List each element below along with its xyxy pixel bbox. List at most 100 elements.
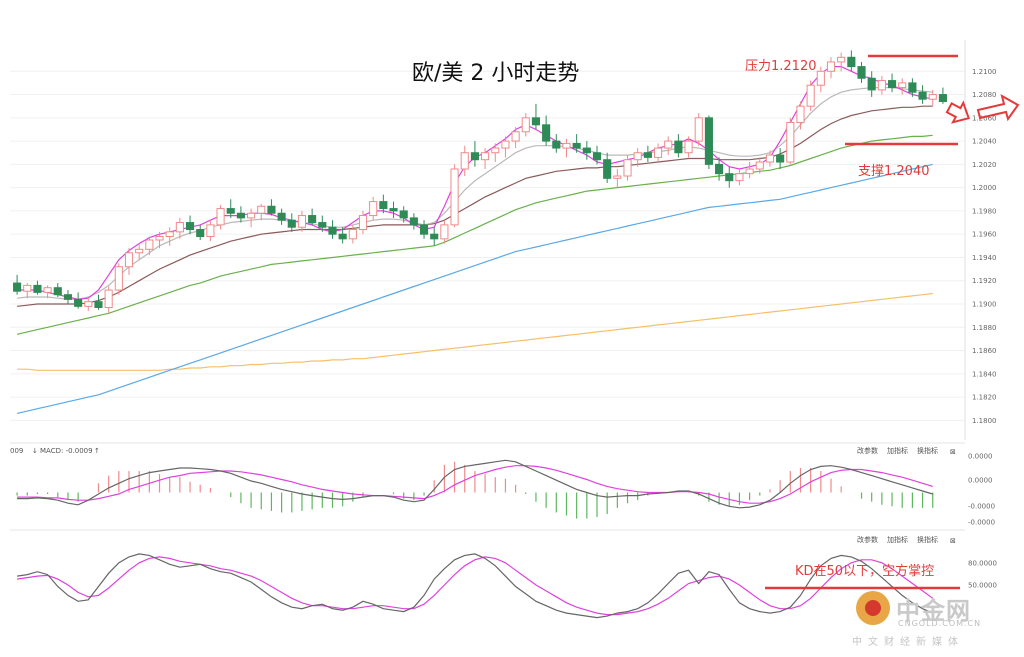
candle-body [358,215,368,231]
right-arrow-icon [976,93,1020,122]
price-tick-label: 1.1940 [972,254,997,262]
price-panel: 1.2100 1.2080 1.2060 1.2040 1.2020 1.2000 1.19… [10,40,997,440]
candle-body [236,212,245,219]
candle-body [633,152,642,161]
candle-body [765,154,775,163]
macd-value-label: MACD: -0.0009 [40,447,93,455]
candle-body [491,147,500,154]
candle-body [674,140,683,154]
macd-tick-label: 0.0000 [968,477,993,485]
candle-body [63,294,73,300]
price-tick-label: 1.1920 [972,277,997,285]
candle-body [74,298,83,307]
candle-body [603,159,612,179]
support-resistance-lines [845,54,958,146]
macd-switch-indicator-button[interactable]: 换指标 [917,446,938,455]
price-y-axis: 1.2100 1.2080 1.2060 1.2040 1.2020 1.2000 1.19… [972,68,997,425]
chart-title: 欧/美 2 小时走势 [412,61,579,86]
candle-body [53,287,62,296]
candle-body [257,205,266,214]
candle-body [440,224,449,240]
ma-blue-line [16,163,933,414]
candle-body [501,140,510,149]
candle-body [94,301,103,308]
candle-body [857,66,866,79]
candle-body [694,117,703,142]
candle-body [653,147,663,158]
macd-panel: 009 ↓ MACD: -0.0009 ↑ 改参数 加指标 换指标 ⊠ 0.00… [10,442,995,527]
candle-body [521,117,530,133]
candle-body [837,56,846,63]
macd-add-indicator-button[interactable]: 加指标 [887,446,908,455]
kd-k-line [17,553,933,619]
candle-body [562,142,571,149]
macd-tick-label: -0.0000 [968,519,995,527]
candle-body [887,80,897,89]
candle-body [816,70,825,86]
candle-body [745,168,754,175]
kd-add-indicator-button[interactable]: 加指标 [887,535,908,544]
candle-body [908,82,917,93]
watermark-name: 中金网 [896,597,971,625]
candle-body [623,159,632,177]
candle-body [613,175,622,179]
resistance-label: 压力1.2120 [745,59,817,74]
macd-dea-line [17,465,933,504]
candle-body [419,224,429,235]
candle-body [348,229,357,240]
watermark-logo: 中金网 CNGOLD.COM.CN 中文财经新媒体 [850,589,1010,649]
candle-body [786,121,795,163]
candle-body [755,161,764,170]
candle-body [135,248,144,254]
candle-body [369,201,378,217]
macd-arrow-up-icon: ↑ [94,447,100,455]
macd-lines [17,459,933,509]
candle-body [826,61,836,72]
candle-body [776,154,785,163]
candle-body [664,140,673,149]
candle-body [277,212,286,221]
candle-body [704,117,713,165]
macd-edit-params-button[interactable]: 改参数 [857,446,878,455]
kd-switch-indicator-button[interactable]: 换指标 [917,535,938,544]
price-tick-label: 1.1820 [972,394,997,402]
candle-body [867,77,876,91]
watermark-domain: CNGOLD.COM.CN [898,619,982,628]
candle-body [267,205,276,214]
candle-body [430,233,439,240]
candle-body [806,84,815,107]
candle-body [145,239,154,250]
candle-body [552,140,561,149]
price-tick-label: 1.2020 [972,161,997,169]
candle-body [23,284,32,292]
kd-y-axis: 80.0000 50.0000 [968,559,997,589]
candle-body [389,208,398,212]
price-tick-label: 1.1960 [972,231,997,239]
kd-edit-params-button[interactable]: 改参数 [857,535,878,544]
candle-body [531,117,541,126]
price-tick-label: 1.1840 [972,370,997,378]
macd-close-icon[interactable]: ⊠ [950,448,956,456]
candle-body [481,152,490,161]
kd-lines [17,553,934,619]
candle-body [155,236,164,241]
price-tick-label: 1.1800 [972,417,997,425]
candle-body [33,284,42,293]
candle-body [847,56,856,68]
kd-close-icon[interactable]: ⊠ [950,537,956,545]
candlesticks [13,50,947,314]
candle-body [898,82,907,89]
candle-body [582,147,591,154]
price-tick-label: 1.2000 [972,184,997,192]
candle-body [226,208,235,214]
kd-note: KD在50以下，空方掌控 [795,563,934,579]
macd-prefix: 009 [10,447,23,455]
candle-body [165,231,174,238]
candle-body [196,229,205,238]
price-tick-label: 1.2100 [972,68,997,76]
price-tick-label: 1.2080 [972,91,997,99]
candle-body [318,222,327,228]
price-tick-label: 1.2060 [972,114,997,122]
macd-arrow-down-icon: ↓ [32,447,38,455]
candle-body [735,173,744,182]
